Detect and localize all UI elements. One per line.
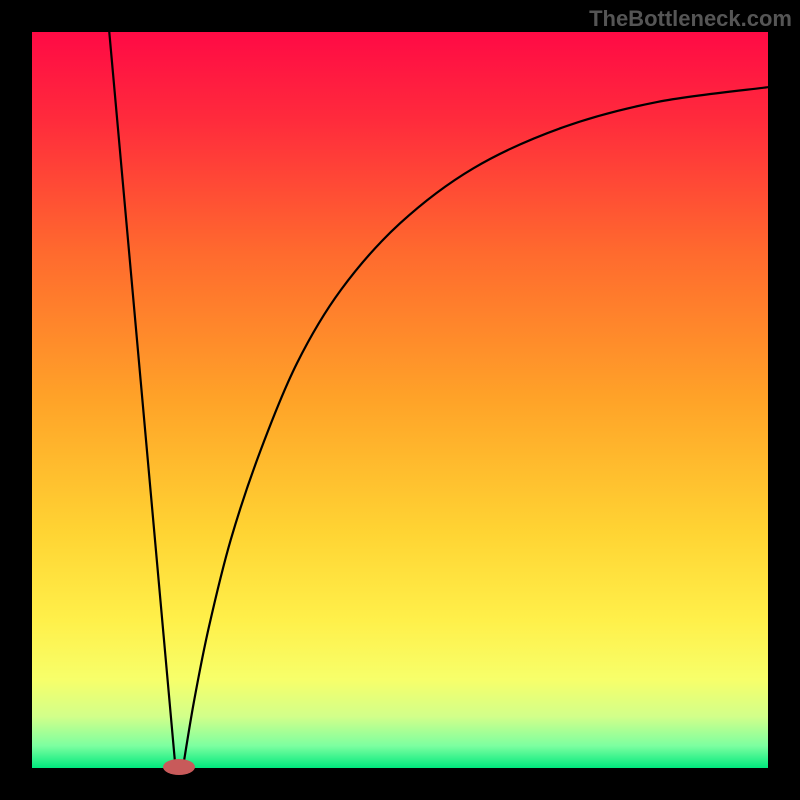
plot-svg bbox=[32, 32, 768, 768]
watermark-text: TheBottleneck.com bbox=[589, 6, 792, 32]
marker-ellipse bbox=[163, 759, 195, 775]
chart-container: TheBottleneck.com bbox=[0, 0, 800, 800]
plot-area bbox=[32, 32, 768, 768]
minimum-marker bbox=[163, 759, 195, 775]
marker-svg bbox=[163, 759, 195, 775]
